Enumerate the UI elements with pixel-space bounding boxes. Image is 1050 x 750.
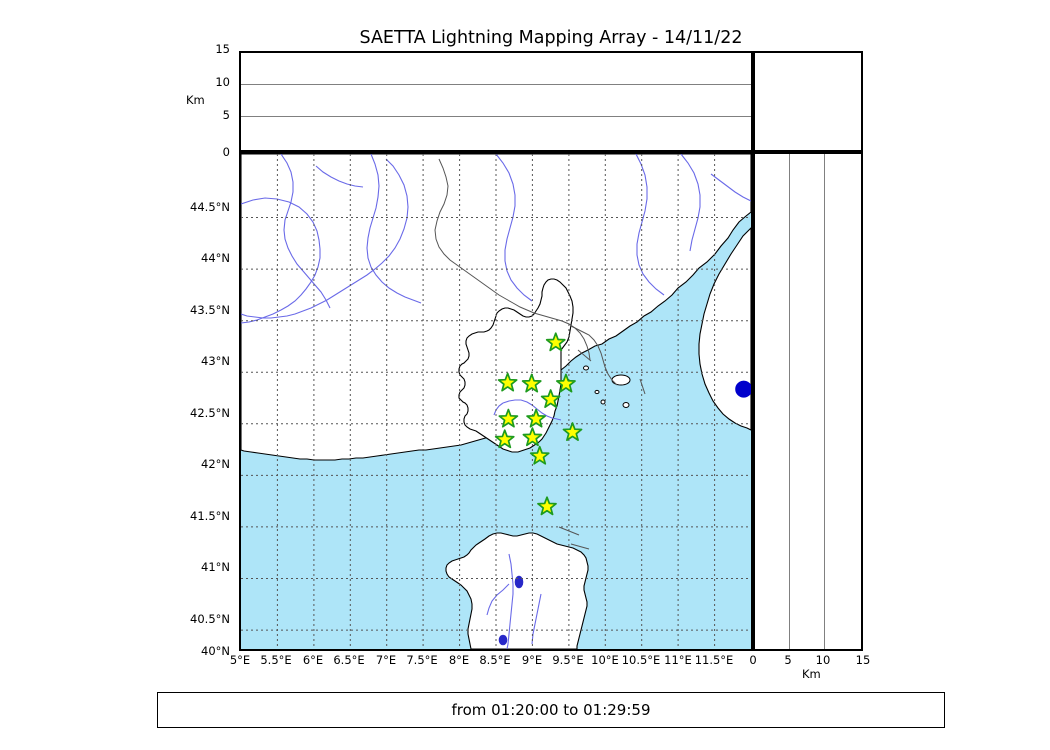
top-panel-ytick-15: 15 <box>215 42 230 56</box>
right-panel-gridline-5 <box>789 154 790 649</box>
map-ytick-40N: 40°N <box>201 644 230 658</box>
top-panel-axis-label: Km <box>186 93 205 107</box>
station-star-marker <box>494 429 515 449</box>
top-panel-ytick-5: 5 <box>222 108 230 122</box>
lightning-map-panel[interactable] <box>239 152 753 651</box>
station-star-marker <box>540 389 561 408</box>
map-xtick-5p5E: 5.5°E <box>260 653 292 667</box>
right-panel-axis-label: Km <box>802 667 821 681</box>
map-ytick-40p5N: 40.5°N <box>190 612 230 626</box>
map-ytick-43N: 43°N <box>201 354 230 368</box>
map-xtick-5E: 5°E <box>229 653 251 667</box>
right-panel-xtick-5: 5 <box>784 653 792 667</box>
altitude-vs-longitude-panel <box>239 51 753 152</box>
map-xtick-7p5E: 7.5°E <box>406 653 438 667</box>
map-ytick-44N: 44°N <box>201 251 230 265</box>
station-star-marker <box>537 496 557 516</box>
map-ytick-41p5N: 41.5°N <box>190 509 230 523</box>
map-xtick-11p5E: 11.5°E <box>694 653 734 667</box>
map-ytick-42p5N: 42.5°N <box>190 406 230 420</box>
time-range-caption: from 01:20:00 to 01:29:59 <box>451 701 651 719</box>
map-graphic <box>241 154 751 649</box>
top-panel-gridline-5 <box>241 116 751 117</box>
right-panel-xtick-10: 10 <box>815 653 831 667</box>
right-panel-xtick-0: 0 <box>749 653 757 667</box>
map-xtick-6p5E: 6.5°E <box>333 653 365 667</box>
station-star-marker <box>522 427 543 447</box>
map-xtick-9E: 9°E <box>521 653 543 667</box>
page-title: SAETTA Lightning Mapping Array - 14/11/2… <box>359 28 743 48</box>
map-xtick-8p5E: 8.5°E <box>479 653 511 667</box>
time-range-caption-box: from 01:20:00 to 01:29:59 <box>157 692 945 728</box>
map-xtick-7E: 7°E <box>375 653 397 667</box>
map-ytick-43p5N: 43.5°N <box>190 303 230 317</box>
map-ytick-42N: 42°N <box>201 457 230 471</box>
map-xtick-8E: 8°E <box>448 653 470 667</box>
station-markers <box>494 332 583 516</box>
map-xtick-11E: 11°E <box>664 653 692 667</box>
map-xtick-9p5E: 9.5°E <box>552 653 584 667</box>
right-panel-gridline-10 <box>824 154 825 649</box>
top-panel-ytick-0: 0 <box>222 145 230 159</box>
source-markers <box>735 380 751 398</box>
right-panel-xtick-15: 15 <box>855 653 871 667</box>
station-star-marker <box>529 445 550 465</box>
station-star-marker <box>497 372 518 392</box>
map-xtick-6E: 6°E <box>302 653 324 667</box>
map-ytick-44p5N: 44.5°N <box>190 200 230 214</box>
station-star-marker <box>498 408 519 428</box>
station-star-marker <box>556 373 576 393</box>
station-star-marker <box>526 408 546 428</box>
top-panel-gridline-10 <box>241 84 751 85</box>
vhf-source-marker <box>735 380 751 398</box>
empty-corner-panel <box>753 51 863 152</box>
top-panel-ytick-10: 10 <box>215 75 230 89</box>
station-star-marker <box>545 332 566 352</box>
map-ytick-41N: 41°N <box>201 560 230 574</box>
map-xtick-10p5E: 10.5°E <box>621 653 661 667</box>
station-star-marker <box>562 422 583 441</box>
station-star-marker <box>521 373 542 393</box>
map-xtick-10E: 10°E <box>591 653 619 667</box>
altitude-vs-latitude-panel <box>753 152 863 651</box>
